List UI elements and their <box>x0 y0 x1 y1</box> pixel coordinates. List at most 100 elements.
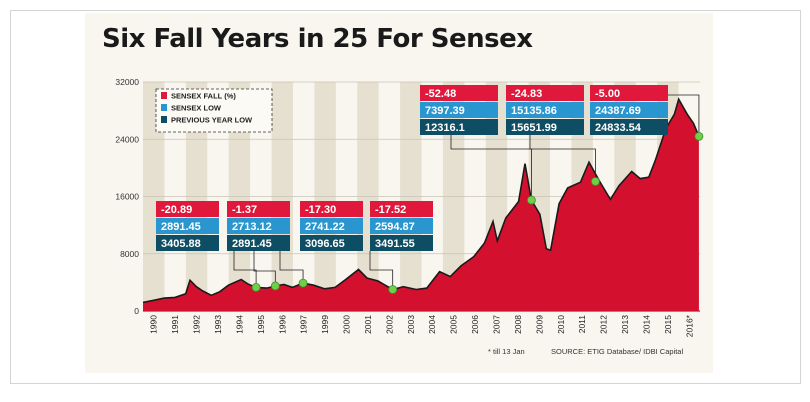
legend-swatch <box>161 92 167 99</box>
callout-fall-pct: -17.30 <box>305 204 336 216</box>
x-tick-label: 1993 <box>213 315 223 334</box>
x-tick-label: 2009 <box>534 315 544 334</box>
x-tick-label: 2004 <box>427 315 437 334</box>
x-tick-label: 2016* <box>684 314 694 337</box>
callout-connector <box>668 94 700 137</box>
x-tick-label: 2002 <box>384 315 394 334</box>
callout-prev-low-box <box>590 119 668 135</box>
x-tick-label: 2014 <box>641 315 651 334</box>
callout-prev-low-box <box>506 119 584 135</box>
x-tick-label: 2001 <box>363 315 373 334</box>
x-tick-label: 1992 <box>192 315 202 334</box>
callout-prev-low-box <box>227 235 290 251</box>
callout-fall-pct-box <box>370 201 433 217</box>
x-tick-label: 2011 <box>577 315 587 334</box>
callout-prev-low: 3096.65 <box>305 238 345 250</box>
footnote: * till 13 Jan <box>488 347 525 356</box>
callout-sensex-low-box <box>506 102 584 118</box>
legend-label: SENSEX FALL (%) <box>171 92 236 101</box>
x-tick-label: 2015 <box>663 315 673 334</box>
x-tick-label: 1999 <box>320 315 330 334</box>
x-tick-label: 1994 <box>234 315 244 334</box>
fall-year-marker <box>298 278 308 288</box>
legend-box <box>155 88 273 133</box>
callout-prev-low: 3405.88 <box>161 238 201 250</box>
sensex-line <box>142 97 700 304</box>
y-tick-label: 8000 <box>120 249 139 259</box>
callout-sensex-low: 7397.39 <box>425 105 465 117</box>
callout-connector <box>450 135 532 201</box>
x-tick-label: 2008 <box>513 315 523 334</box>
fall-year-marker <box>251 282 261 292</box>
callout-fall-pct: -5.00 <box>595 88 620 100</box>
callout-sensex-low-box <box>370 218 433 234</box>
chart-title: Six Fall Years in 25 For Sensex <box>102 24 533 54</box>
callout-connector <box>369 251 394 290</box>
callout-prev-low-box <box>420 119 498 135</box>
callout-sensex-low: 2713.12 <box>232 221 272 233</box>
legend-label: PREVIOUS YEAR LOW <box>171 116 253 125</box>
callout-sensex-low-box <box>156 218 219 234</box>
callout-prev-low-box <box>370 235 433 251</box>
fall-year-marker <box>591 177 600 186</box>
x-tick-label: 2000 <box>342 315 352 334</box>
y-tick-label: 16000 <box>115 192 139 202</box>
legend-swatch <box>161 116 167 123</box>
callout-fall-pct-box <box>590 85 668 101</box>
x-tick-label: 1990 <box>149 315 159 334</box>
x-tick-label: 2012 <box>599 315 609 334</box>
y-tick-label: 24000 <box>115 134 139 144</box>
x-tick-label: 2013 <box>620 315 630 334</box>
callout-fall-pct: -17.52 <box>375 204 406 216</box>
callout-fall-pct-box <box>420 85 498 101</box>
x-tick-label: 2003 <box>406 315 416 334</box>
x-tick-label: 1996 <box>277 315 287 334</box>
x-tick-label: 2005 <box>449 315 459 334</box>
callout-sensex-low-box <box>227 218 290 234</box>
x-tick-label: 1997 <box>299 315 309 334</box>
fall-year-marker <box>270 281 280 291</box>
callout-sensex-low-box <box>300 218 363 234</box>
callout-sensex-low: 2741.22 <box>305 221 345 233</box>
callout-sensex-low: 2891.45 <box>161 221 201 233</box>
callout-fall-pct: -1.37 <box>232 204 257 216</box>
callout-sensex-low-box <box>420 102 498 118</box>
source-note: SOURCE: ETIG Database/ IDBI Capital <box>551 347 683 356</box>
callout-prev-low: 2891.45 <box>232 238 272 250</box>
callout-fall-pct-box <box>156 201 219 217</box>
callout-connector <box>233 251 257 288</box>
callout-fall-pct: -20.89 <box>161 204 192 216</box>
y-tick-label: 32000 <box>115 77 139 87</box>
callout-fall-pct-box <box>227 201 290 217</box>
callout-prev-low: 15651.99 <box>511 122 557 134</box>
callout-sensex-low-box <box>590 102 668 118</box>
callout-fall-pct-box <box>506 85 584 101</box>
callout-connector <box>529 135 596 182</box>
fall-year-marker <box>694 131 704 141</box>
legend-label: SENSEX LOW <box>171 104 222 113</box>
callout-sensex-low: 24387.69 <box>595 105 641 117</box>
callout-prev-low: 24833.54 <box>595 122 642 134</box>
callout-sensex-low: 2594.87 <box>375 221 415 233</box>
callout-fall-pct: -52.48 <box>425 88 456 100</box>
callout-prev-low-box <box>300 235 363 251</box>
x-tick-label: 2006 <box>470 315 480 334</box>
x-tick-label: 2007 <box>491 315 501 334</box>
callout-fall-pct: -24.83 <box>511 88 542 100</box>
y-tick-label: 0 <box>134 306 139 316</box>
fall-year-marker <box>527 195 536 205</box>
x-tick-label: 2010 <box>556 315 566 334</box>
callout-fall-pct-box <box>300 201 363 217</box>
fall-year-marker <box>388 285 398 294</box>
callout-connector <box>253 251 276 286</box>
callout-prev-low: 12316.1 <box>425 122 465 134</box>
x-tick-label: 1995 <box>256 315 266 334</box>
legend-swatch <box>161 104 167 111</box>
sensex-area <box>143 99 699 311</box>
callout-prev-low-box <box>156 235 219 251</box>
x-tick-label: 1991 <box>170 315 180 334</box>
callout-prev-low: 3491.55 <box>375 238 415 250</box>
callout-sensex-low: 15135.86 <box>511 105 557 117</box>
callout-connector <box>279 251 304 284</box>
